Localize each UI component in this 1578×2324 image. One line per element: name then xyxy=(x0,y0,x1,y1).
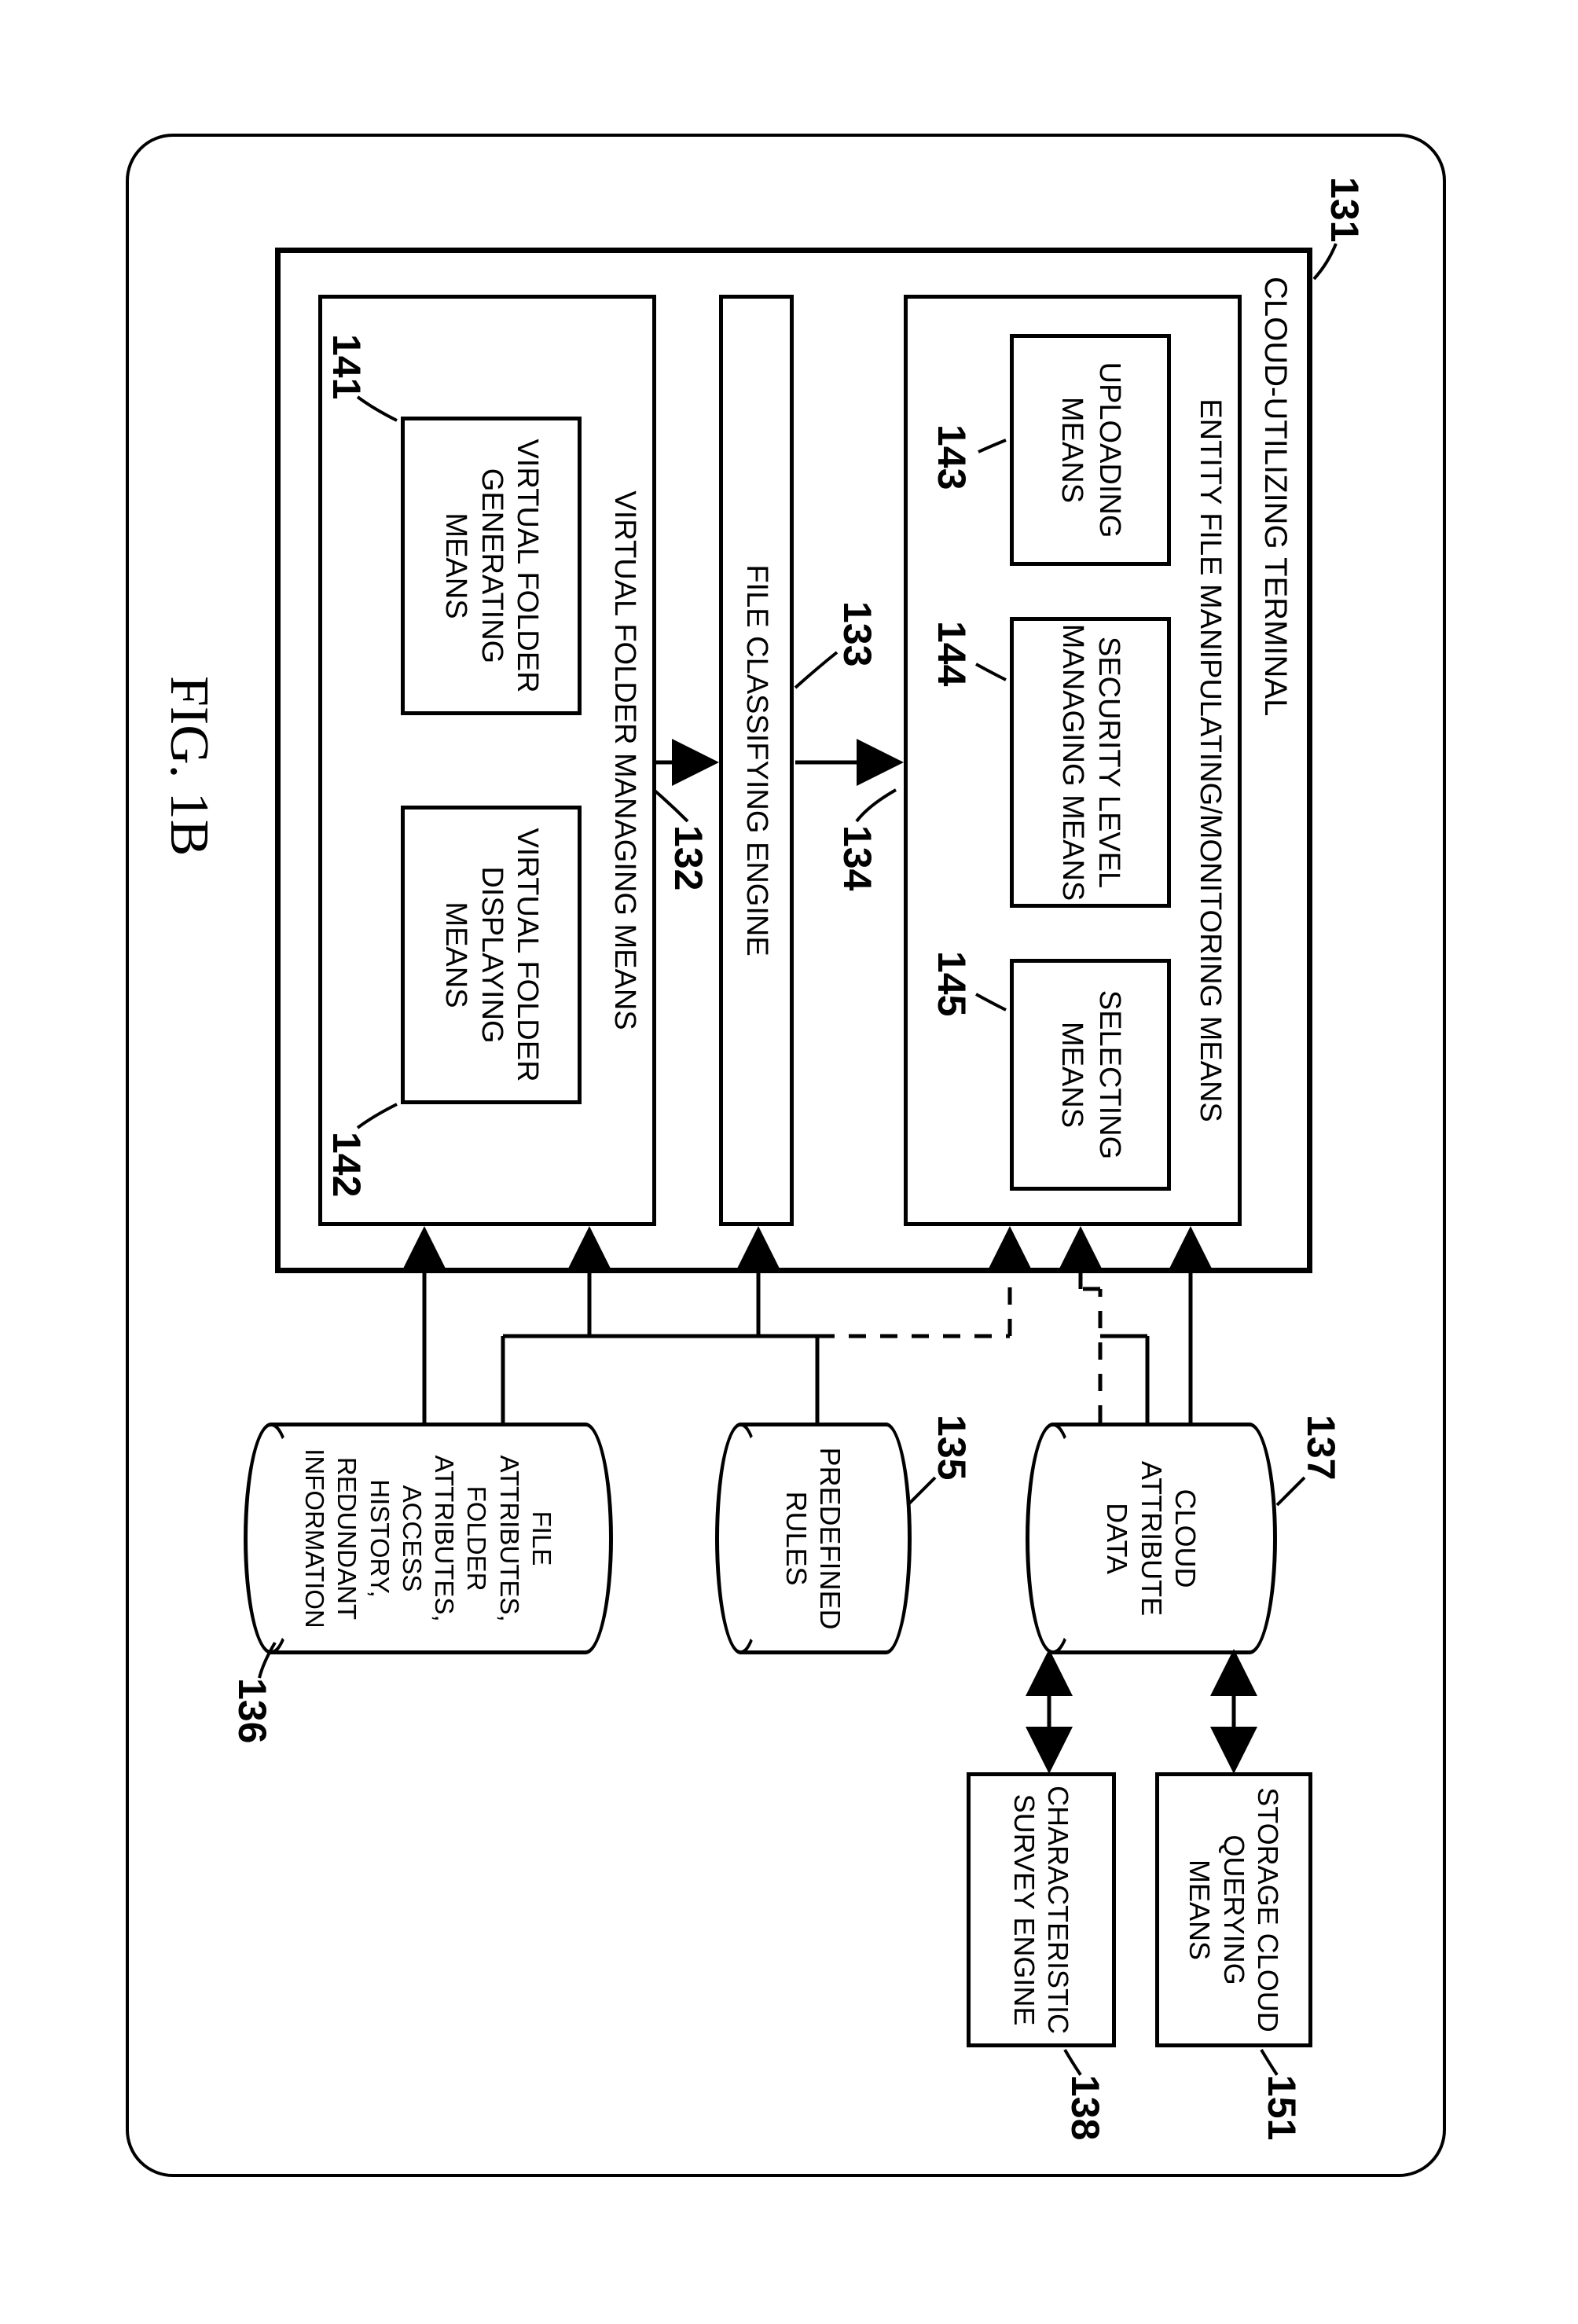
ref-132: 132 xyxy=(666,825,711,890)
ref-133: 133 xyxy=(835,601,880,666)
survey-box: CHARACTERISTIC SURVEY ENGINE xyxy=(967,1772,1116,2047)
terminal-title: CLOUD-UTILIZING TERMINAL xyxy=(1257,277,1293,716)
ref-142: 142 xyxy=(324,1132,369,1197)
predef-label: PREDEFINED RULES xyxy=(780,1433,847,1644)
fileattr-cyl: FILE ATTRIBUTES, FOLDER ATTRIBUTES, ACCE… xyxy=(244,1423,613,1654)
classifier-label: FILE CLASSIFYING ENGINE xyxy=(739,564,773,956)
security-means-box: SECURITY LEVEL MANAGING MEANS xyxy=(1010,617,1171,908)
vfolder-displaying-label: VIRTUAL FOLDER DISPLAYING MEANS xyxy=(438,810,545,1100)
query-means-box: STORAGE CLOUD QUERYING MEANS xyxy=(1155,1772,1312,2047)
security-label: SECURITY LEVEL MANAGING MEANS xyxy=(1055,621,1126,904)
survey-label: CHARACTERISTIC SURVEY ENGINE xyxy=(1007,1782,1075,2037)
ref-131: 131 xyxy=(1322,177,1367,242)
selecting-label: SELECTING MEANS xyxy=(1053,963,1128,1187)
diagram-canvas: FIG. 1B CLOUD-UTILIZING TERMINAL 131 ENT… xyxy=(126,134,1446,2177)
ref-141: 141 xyxy=(324,334,369,399)
ref-144: 144 xyxy=(929,621,974,686)
selecting-means-box: SELECTING MEANS xyxy=(1010,959,1171,1191)
vfolder-displaying-box: VIRTUAL FOLDER DISPLAYING MEANS xyxy=(401,806,582,1104)
ref-137: 137 xyxy=(1298,1415,1344,1480)
ref-134: 134 xyxy=(835,825,880,890)
classifier-box: FILE CLASSIFYING ENGINE xyxy=(719,295,794,1226)
query-means-label: STORAGE CLOUD QUERYING MEANS xyxy=(1183,1782,1285,2037)
fileattr-label: FILE ATTRIBUTES, FOLDER ATTRIBUTES, ACCE… xyxy=(299,1434,558,1643)
vfolder-generating-box: VIRTUAL FOLDER GENERATING MEANS xyxy=(401,417,582,715)
entity-file-title: ENTITY FILE MANIPULATING/MONITORING MEAN… xyxy=(1193,398,1227,1122)
page: FIG. 1B CLOUD-UTILIZING TERMINAL 131 ENT… xyxy=(0,0,1578,2324)
predef-cyl: PREDEFINED RULES xyxy=(715,1423,912,1654)
ref-145: 145 xyxy=(929,951,974,1016)
ref-138: 138 xyxy=(1062,2075,1108,2140)
ref-151: 151 xyxy=(1259,2075,1305,2140)
figure-label: FIG. 1B xyxy=(157,676,220,856)
vfolder-title: VIRTUAL FOLDER MANAGING MEANS xyxy=(607,490,641,1030)
ref-136: 136 xyxy=(229,1678,275,1743)
cloud-attr-cyl: CLOUD ATTRIBUTE DATA xyxy=(1026,1423,1277,1654)
uploading-label: UPLOADING MEANS xyxy=(1053,338,1128,562)
ref-135: 135 xyxy=(929,1415,974,1480)
uploading-means-box: UPLOADING MEANS xyxy=(1010,334,1171,566)
cloud-attr-label: CLOUD ATTRIBUTE DATA xyxy=(1100,1433,1202,1644)
ref-143: 143 xyxy=(929,424,974,490)
vfolder-generating-label: VIRTUAL FOLDER GENERATING MEANS xyxy=(438,420,545,711)
